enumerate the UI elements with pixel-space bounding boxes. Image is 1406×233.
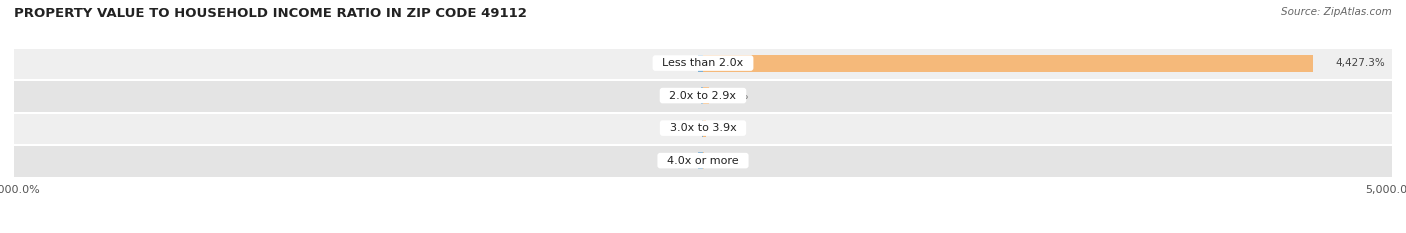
Bar [697,152,703,169]
Text: 24.1%: 24.1% [713,123,747,133]
Bar [697,55,703,72]
Text: 36.1%: 36.1% [658,156,692,166]
Bar [13,114,1393,144]
Bar [700,87,703,104]
Text: 2.0x to 2.9x: 2.0x to 2.9x [662,91,744,101]
Bar [703,87,709,104]
Bar [13,49,1393,79]
Text: Source: ZipAtlas.com: Source: ZipAtlas.com [1281,7,1392,17]
Bar [703,120,706,137]
Bar [13,146,1393,177]
Text: 4,427.3%: 4,427.3% [1336,58,1385,68]
Text: 9.8%: 9.8% [711,156,738,166]
Text: Less than 2.0x: Less than 2.0x [655,58,751,68]
Text: 42.3%: 42.3% [716,91,749,101]
Text: PROPERTY VALUE TO HOUSEHOLD INCOME RATIO IN ZIP CODE 49112: PROPERTY VALUE TO HOUSEHOLD INCOME RATIO… [14,7,527,20]
Bar [703,55,1313,72]
Text: 15.9%: 15.9% [661,91,695,101]
Text: 4.0x or more: 4.0x or more [661,156,745,166]
Text: 3.0x to 3.9x: 3.0x to 3.9x [662,123,744,133]
Text: 39.2%: 39.2% [658,58,690,68]
Text: 8.8%: 8.8% [668,123,695,133]
Bar [13,81,1393,112]
